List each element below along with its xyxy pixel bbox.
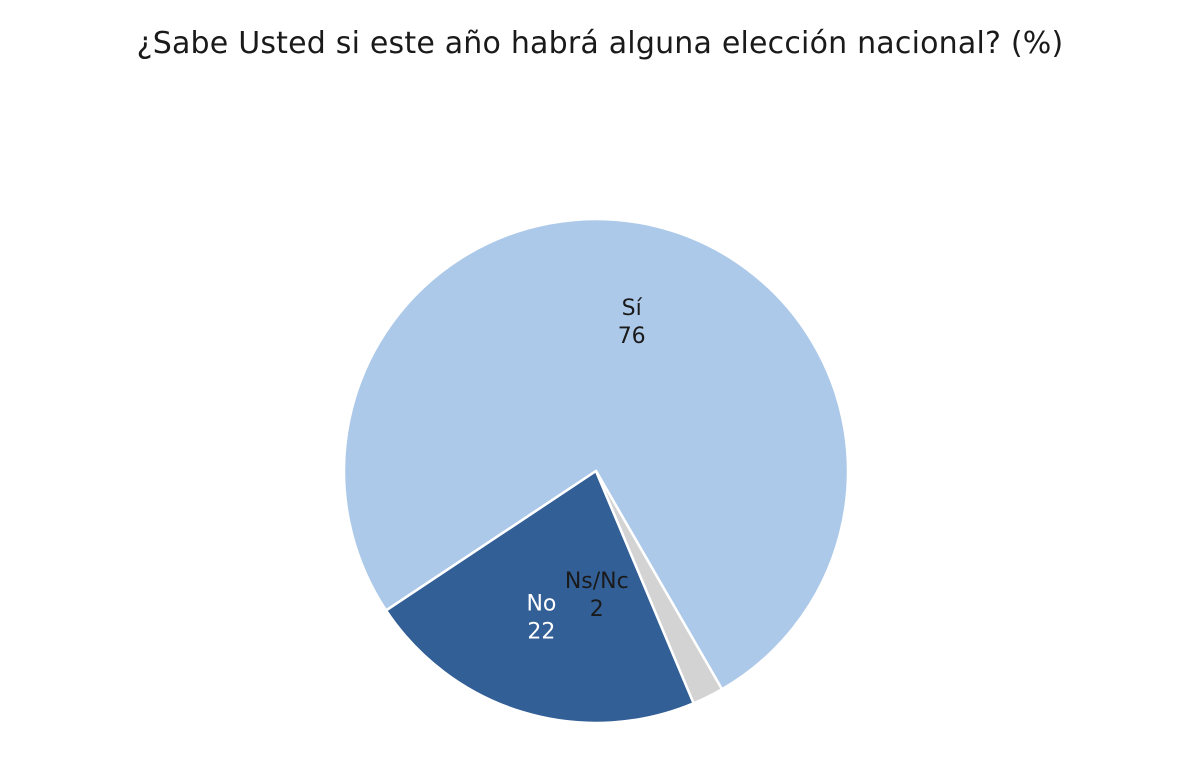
pie-slice-no <box>384 469 695 725</box>
pie-labels: Sí 76 No 22 Ns/Nc 2 <box>526 296 645 645</box>
chart-title: ¿Sabe Usted si este año habrá alguna ele… <box>136 26 1064 61</box>
slice-label-name: Sí <box>622 296 643 321</box>
slice-label-value: 2 <box>590 597 604 622</box>
slice-label-name: No <box>526 592 556 617</box>
pie-slice-s- <box>342 217 850 691</box>
slice-label-value: 22 <box>527 620 555 645</box>
slice-label-value: 76 <box>618 324 646 349</box>
pie-slice-ns-nc <box>594 469 724 705</box>
pie-slices <box>342 217 850 725</box>
slice-label-name: Ns/Nc <box>565 569 629 594</box>
